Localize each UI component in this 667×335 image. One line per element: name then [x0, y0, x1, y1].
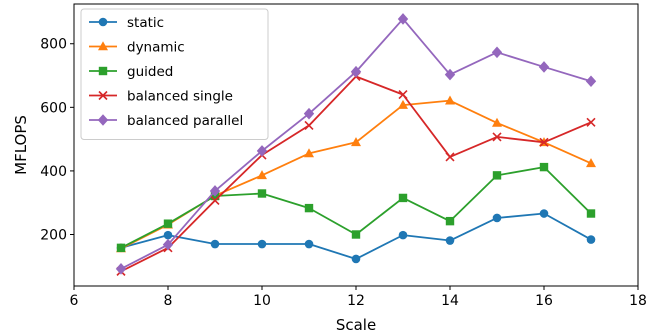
x-tick-label: 14 — [441, 293, 459, 309]
data-point-balanced-parallel — [444, 68, 456, 81]
data-point-balanced-parallel — [538, 61, 550, 73]
data-point-balanced-single — [586, 117, 596, 127]
data-point-static — [586, 235, 596, 244]
data-point-balanced-parallel — [115, 263, 127, 275]
x-tick-label: 8 — [164, 293, 173, 309]
data-point-guided — [539, 162, 549, 172]
legend-item-balanced-single: balanced single — [89, 89, 233, 105]
y-tick-label: 800 — [40, 37, 67, 53]
data-point-balanced-single — [492, 132, 502, 142]
data-point-static — [492, 213, 502, 223]
data-point-guided — [351, 230, 361, 239]
data-point-balanced-single — [445, 152, 455, 162]
data-point-guided — [304, 203, 314, 213]
data-point-static — [351, 254, 361, 264]
legend-item-dynamic: dynamic — [89, 40, 185, 56]
legend-box — [80, 8, 269, 140]
data-point-balanced-parallel — [256, 145, 268, 157]
data-point-balanced-parallel — [350, 65, 362, 78]
data-point-dynamic — [586, 158, 596, 168]
legend-label: dynamic — [127, 40, 185, 56]
data-point-dynamic — [304, 148, 314, 158]
series-layer — [115, 13, 597, 276]
data-point-guided — [398, 193, 408, 203]
x-tick-label: 10 — [253, 293, 271, 309]
legend-marker — [98, 90, 108, 101]
data-point-balanced-single — [539, 137, 549, 147]
legend-item-static: static — [89, 15, 164, 31]
data-point-dynamic — [445, 95, 455, 105]
x-axis-ticks: 6 8 10 12 14 16 18 — [70, 286, 647, 309]
data-point-guided — [116, 243, 126, 253]
data-point-guided — [586, 209, 596, 218]
data-point-dynamic — [492, 117, 502, 127]
legend-item-guided: guided — [89, 64, 173, 80]
legend-label: guided — [127, 64, 173, 80]
data-point-guided — [163, 219, 173, 228]
data-point-balanced-parallel — [209, 185, 221, 197]
y-tick-label: 600 — [40, 100, 67, 116]
data-point-static — [210, 239, 220, 249]
data-point-guided — [492, 171, 502, 180]
data-point-balanced-single — [210, 195, 220, 206]
data-point-static — [304, 239, 314, 249]
data-point-static — [163, 230, 173, 240]
y-tick-label: 400 — [40, 164, 67, 180]
data-point-dynamic — [257, 170, 267, 180]
x-axis-title: Scale — [336, 316, 376, 334]
data-point-dynamic — [398, 99, 408, 109]
data-point-static — [257, 239, 267, 249]
data-point-balanced-single — [304, 120, 314, 131]
x-tick-label: 18 — [629, 293, 647, 309]
y-axis-title: MFLOPS — [12, 115, 30, 175]
series-guided — [116, 162, 596, 253]
legend-marker — [98, 17, 108, 27]
data-point-static — [445, 236, 455, 245]
legend: static dynamic guided balanced single balanc… — [80, 8, 269, 140]
data-point-guided — [445, 216, 455, 226]
data-point-balanced-parallel — [162, 238, 174, 251]
data-point-balanced-parallel — [585, 75, 597, 88]
data-point-balanced-single — [398, 90, 408, 100]
legend-item-balanced-parallel: balanced parallel — [89, 113, 243, 129]
data-point-guided — [257, 189, 267, 198]
data-point-balanced-parallel — [491, 46, 503, 59]
legend-label: balanced parallel — [127, 113, 243, 129]
series-balanced-parallel — [115, 13, 597, 275]
y-axis-ticks: 200 400 600 800 — [40, 37, 74, 243]
data-point-static — [539, 209, 549, 218]
legend-label: balanced single — [127, 89, 233, 105]
legend-label: static — [127, 15, 164, 31]
legend-marker — [98, 41, 108, 51]
x-tick-label: 6 — [70, 293, 79, 309]
data-point-dynamic — [351, 137, 361, 147]
legend-marker — [98, 66, 108, 76]
data-point-balanced-parallel — [303, 107, 315, 120]
data-point-balanced-parallel — [397, 13, 409, 25]
x-tick-label: 16 — [535, 293, 553, 309]
y-tick-label: 200 — [40, 227, 67, 243]
data-point-static — [398, 230, 408, 240]
x-tick-label: 12 — [347, 293, 365, 309]
legend-marker — [97, 114, 109, 126]
